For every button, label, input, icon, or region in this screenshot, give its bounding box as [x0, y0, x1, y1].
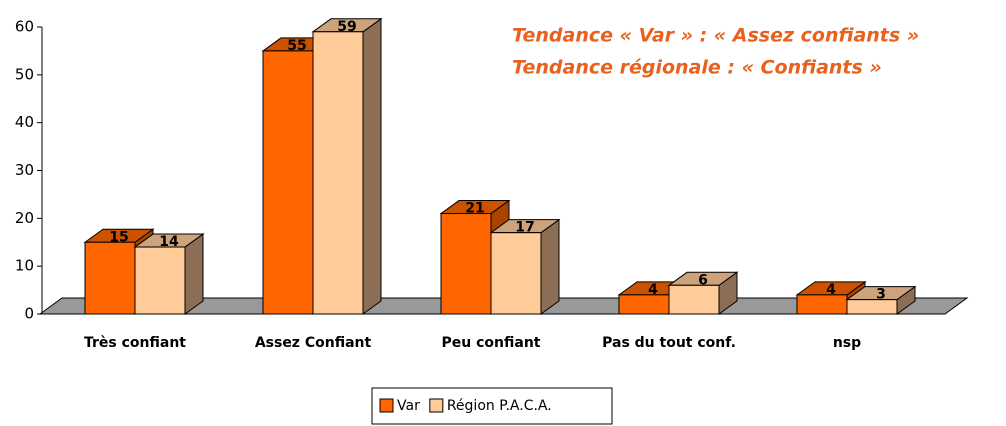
- data-label: 4: [648, 282, 658, 298]
- bar-side: [362, 17, 382, 315]
- legend: [371, 387, 613, 425]
- data-label: 4: [826, 282, 836, 298]
- data-label: 3: [876, 287, 886, 303]
- legend-swatch: [429, 398, 444, 413]
- y-tick-label: 60: [15, 18, 34, 36]
- x-tick-label: Assez Confiant: [255, 335, 372, 351]
- bar: [846, 299, 898, 315]
- bar: [440, 213, 492, 315]
- data-label: 15: [109, 229, 128, 245]
- bar: [618, 294, 670, 315]
- x-tick-label: Peu confiant: [442, 335, 541, 351]
- data-label: 6: [698, 272, 708, 288]
- annotation: Tendance « Var » : « Assez confiants »: [512, 25, 919, 47]
- legend-swatch: [379, 398, 394, 413]
- bar: [796, 294, 848, 315]
- y-tick-label: 30: [15, 161, 34, 179]
- x-tick-label: Pas du tout conf.: [602, 335, 736, 351]
- bar: [312, 31, 364, 315]
- data-label: 17: [515, 220, 534, 236]
- x-tick-label: Très confiant: [84, 335, 186, 351]
- legend-label: Var: [397, 398, 420, 414]
- bar: [134, 246, 186, 315]
- bar-side: [540, 218, 560, 315]
- y-tick-label: 40: [15, 113, 34, 131]
- y-tick-label: 10: [15, 257, 34, 275]
- data-label: 14: [159, 234, 179, 250]
- bar: [84, 241, 136, 315]
- bar: [668, 284, 720, 315]
- y-tick-label: 50: [15, 65, 34, 83]
- y-tick-label: 20: [15, 209, 34, 227]
- legend-label: Région P.A.C.A.: [447, 398, 552, 414]
- data-label: 21: [465, 201, 484, 217]
- bar: [490, 232, 542, 315]
- bar: [262, 50, 314, 315]
- annotation: Tendance régionale : « Confiants »: [512, 57, 882, 79]
- x-tick-label: nsp: [833, 335, 861, 351]
- data-label: 55: [287, 38, 306, 54]
- y-tick-label: 0: [24, 305, 34, 323]
- bar-side: [184, 233, 204, 315]
- data-label: 59: [337, 19, 356, 35]
